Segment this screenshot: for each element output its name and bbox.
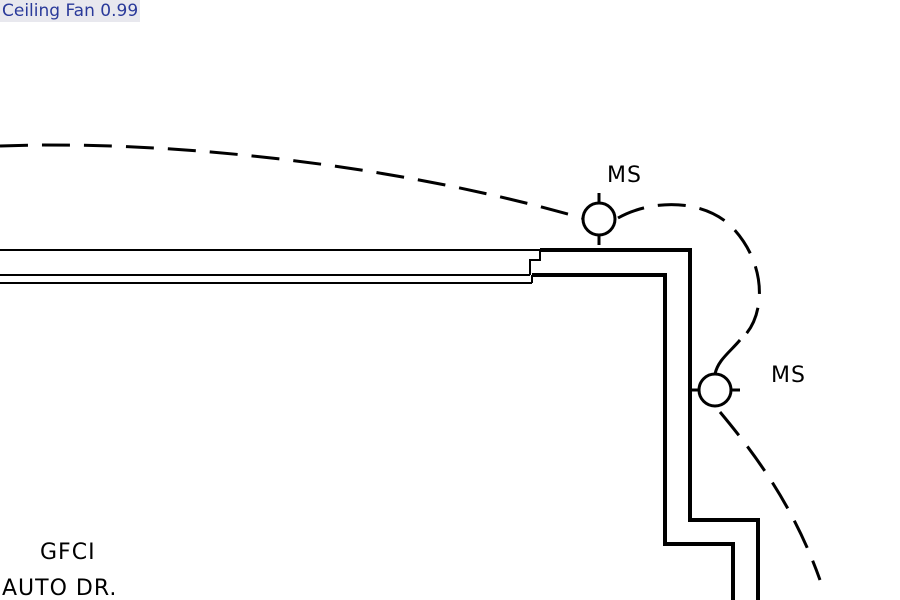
switch-label-right: MS	[771, 363, 806, 388]
auto-door-label: AUTO DR.	[2, 576, 117, 600]
circuit-wire-switch-loop	[617, 203, 761, 342]
circuit-wire-switch-connector	[713, 339, 742, 375]
switch-label-top: MS	[607, 163, 642, 188]
exterior-wall	[532, 248, 760, 600]
gfci-label: GFCI	[40, 540, 96, 565]
circuit-wire-top-arc	[0, 143, 583, 220]
detection-label: Ceiling Fan 0.99	[0, 0, 141, 22]
window-wall	[0, 249, 541, 284]
switch-symbol-right	[692, 372, 740, 408]
circuit-wire-bottom-arc	[718, 411, 822, 581]
switch-symbol-top	[581, 193, 617, 245]
